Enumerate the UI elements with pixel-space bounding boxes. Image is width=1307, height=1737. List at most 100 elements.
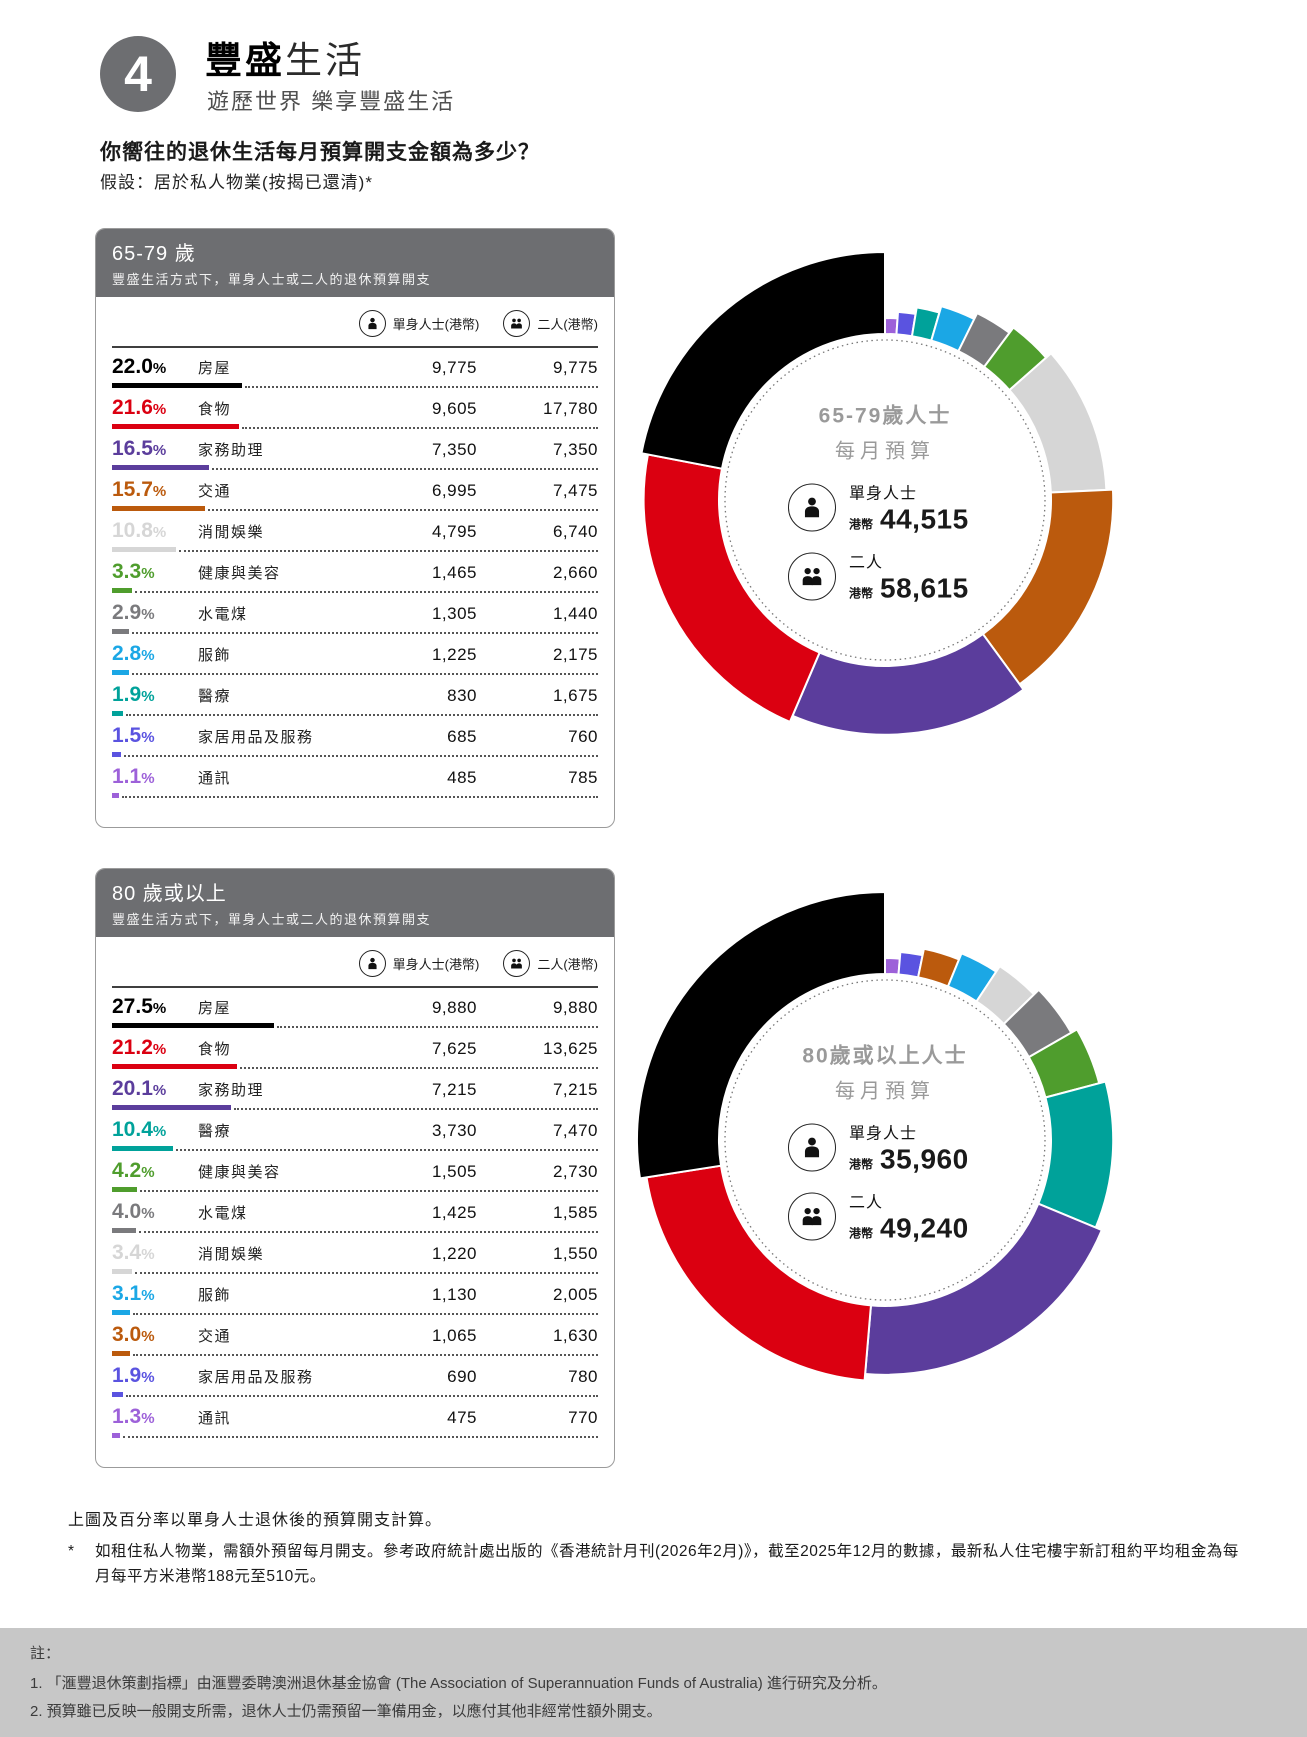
row-category-label: 通訊 (198, 770, 232, 787)
row-percent: 20.1% (112, 1077, 167, 1100)
table-row: 16.5% 家務助理 7,350 7,350 (112, 431, 598, 472)
row-percent: 4.0% (112, 1200, 155, 1223)
notes-box: 註： 1. 「滙豐退休策劃指標」由滙豐委聘澳洲退休基金協會 (The Assoc… (0, 1628, 1307, 1737)
question-text: 你嚮往的退休生活每月預算開支金額為多少？ (100, 141, 540, 164)
row-dotted-leader (122, 1435, 598, 1438)
row-percent: 10.4% (112, 1118, 167, 1141)
row-dotted-leader (212, 467, 598, 470)
couple-icon (788, 1192, 836, 1241)
table-card-title: 65-79 歲 (112, 243, 196, 265)
table-row: 3.1% 服飾 1,130 2,005 (112, 1276, 598, 1317)
table-row: 10.4% 醫療 3,730 7,470 (112, 1112, 598, 1153)
donut-segment-通訊 (884, 956, 901, 976)
row-percent-bar (112, 1023, 275, 1028)
row-category-label: 消閒娛樂 (198, 524, 265, 541)
row-percent: 27.5% (112, 995, 167, 1018)
row-percent: 21.6% (112, 396, 167, 419)
donut-single-label: 單身人士 (849, 1125, 918, 1143)
table-row: 4.0% 水電煤 1,425 1,585 (112, 1194, 598, 1235)
row-couple-value: 7,475 (552, 481, 598, 500)
row-single-value: 1,465 (431, 563, 477, 582)
row-single-value: 1,220 (431, 1244, 477, 1263)
donut-single-row: 單身人士 港幣 44,515 (788, 480, 969, 536)
row-couple-value: 17,780 (543, 399, 598, 418)
row-percent: 1.9% (112, 1364, 155, 1387)
row-category-label: 水電煤 (198, 1205, 248, 1222)
table-divider (112, 346, 598, 348)
legend-single: 單身人士(港幣) (358, 950, 479, 977)
row-single-value: 6,995 (431, 481, 477, 500)
table-row: 2.9% 水電煤 1,305 1,440 (112, 595, 598, 636)
row-percent-bar (112, 1146, 174, 1151)
row-percent-bar (112, 1392, 124, 1397)
row-dotted-leader (277, 1025, 598, 1028)
row-percent: 1.1% (112, 765, 155, 788)
row-category-label: 家務助理 (198, 442, 265, 459)
row-percent: 16.5% (112, 437, 167, 460)
row-percent: 1.5% (112, 724, 155, 747)
row-single-value: 7,350 (431, 440, 477, 459)
row-category-label: 健康與美容 (198, 1164, 281, 1181)
row-percent: 3.3% (112, 560, 155, 583)
row-single-value: 1,130 (431, 1285, 477, 1304)
row-percent: 21.2% (112, 1036, 167, 1059)
row-percent-bar (112, 1310, 131, 1315)
row-percent-bar (112, 506, 205, 511)
table-row: 1.5% 家居用品及服務 685 760 (112, 718, 598, 759)
table-row: 15.7% 交通 6,995 7,475 (112, 472, 598, 513)
row-dotted-leader (131, 672, 598, 675)
notes-heading: 註： (30, 1645, 61, 1662)
couple-icon (503, 950, 531, 977)
row-single-value: 1,065 (431, 1326, 477, 1345)
row-couple-value: 9,880 (552, 998, 598, 1017)
single-person-icon (788, 1123, 836, 1172)
row-category-label: 房屋 (198, 1000, 232, 1017)
legend-couple: 二人(港幣) (503, 950, 598, 977)
row-percent: 3.4% (112, 1241, 155, 1264)
donut-center-65-79: 65-79歲人士 每月預算 單身人士 港幣 44,515 二人 港幣 58,615 (730, 400, 1040, 605)
row-category-label: 通訊 (198, 1410, 232, 1427)
table-card-subtitle: 豐盛生活方式下，單身人士或二人的退休預算開支 (112, 272, 432, 287)
row-dotted-leader (132, 1353, 598, 1356)
legend-row: 單身人士(港幣) 二人(港幣) (96, 937, 614, 986)
row-single-value: 3,730 (431, 1121, 477, 1140)
single-person-icon (358, 950, 386, 977)
row-single-value: 685 (447, 727, 477, 746)
row-percent: 3.1% (112, 1282, 155, 1305)
couple-icon (503, 310, 531, 337)
row-single-value: 1,425 (431, 1203, 477, 1222)
donut-segment-房屋 (640, 250, 886, 470)
table-row: 1.9% 家居用品及服務 690 780 (112, 1358, 598, 1399)
row-single-value: 1,225 (431, 645, 477, 664)
table-row: 22.0% 房屋 9,775 9,775 (112, 349, 598, 390)
row-category-label: 服飾 (198, 1287, 232, 1304)
row-category-label: 家居用品及服務 (198, 729, 314, 746)
row-couple-value: 1,585 (552, 1203, 598, 1222)
row-couple-value: 1,675 (552, 686, 598, 705)
donut-couple-label: 二人 (849, 1194, 884, 1212)
row-category-label: 服飾 (198, 647, 232, 664)
row-percent-bar (112, 670, 129, 675)
page-title-light: 生活 (285, 40, 365, 81)
row-percent-bar (112, 1433, 120, 1438)
donut-segment-食物 (642, 453, 821, 724)
donut-center-title: 65-79歲人士 (818, 404, 952, 428)
donut-center-subtitle: 每月預算 (835, 1080, 935, 1103)
row-single-value: 475 (447, 1408, 477, 1427)
row-category-label: 水電煤 (198, 606, 248, 623)
table-card-header: 65-79 歲 豐盛生活方式下，單身人士或二人的退休預算開支 (96, 229, 614, 297)
row-percent: 2.9% (112, 601, 155, 624)
row-percent: 1.9% (112, 683, 155, 706)
row-percent-bar (112, 1269, 133, 1274)
row-couple-value: 2,730 (552, 1162, 598, 1181)
currency-label: 港幣 (849, 1157, 874, 1172)
table-row: 20.1% 家務助理 7,215 7,215 (112, 1071, 598, 1112)
row-category-label: 醫療 (198, 688, 232, 705)
row-category-label: 醫療 (198, 1123, 232, 1140)
row-percent: 3.0% (112, 1323, 155, 1346)
row-percent-bar (112, 1228, 136, 1233)
row-percent-bar (112, 711, 124, 716)
row-percent-bar (112, 424, 240, 429)
table-row: 1.9% 醫療 830 1,675 (112, 677, 598, 718)
row-percent-bar (112, 547, 176, 552)
